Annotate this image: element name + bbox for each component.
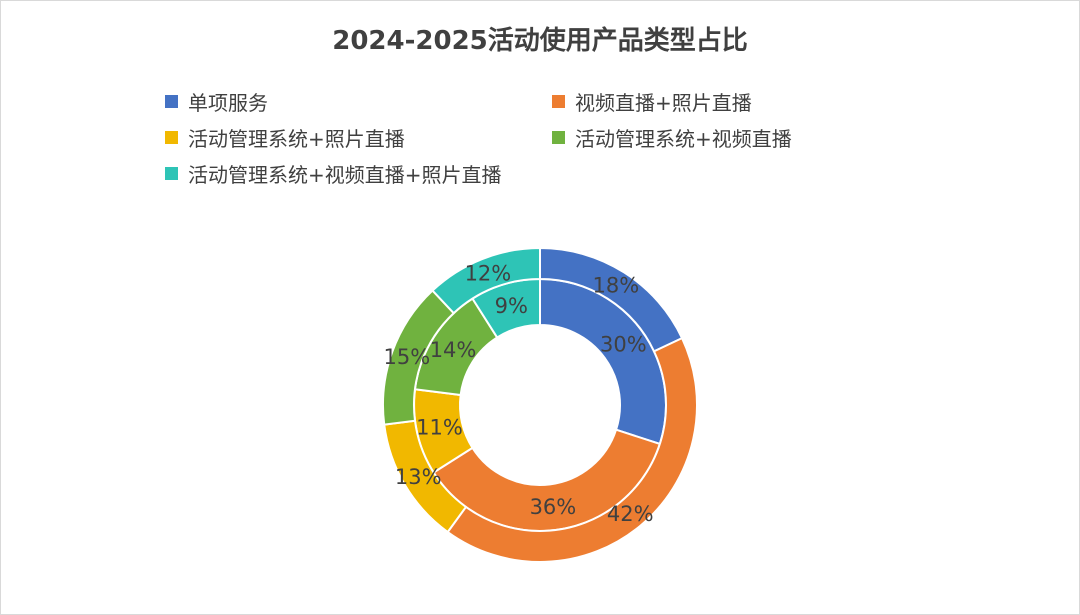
legend-label: 视频直播+照片直播	[575, 91, 752, 115]
legend-label: 活动管理系统+视频直播	[575, 127, 792, 151]
legend-item-system-photo-live: 活动管理系统+照片直播	[165, 123, 405, 152]
data-label: 36%	[530, 495, 577, 519]
legend-swatch	[552, 131, 565, 144]
data-label: 11%	[416, 415, 463, 439]
legend-label: 活动管理系统+照片直播	[188, 127, 405, 151]
chart-title: 2024-2025活动使用产品类型占比	[332, 26, 748, 56]
legend-swatch	[165, 95, 178, 108]
legend-swatch	[165, 167, 178, 180]
legend-swatch	[165, 131, 178, 144]
legend-item-single-service: 单项服务	[165, 87, 268, 116]
legend-label: 活动管理系统+视频直播+照片直播	[188, 163, 502, 187]
data-label: 14%	[430, 338, 477, 362]
data-label: 30%	[600, 332, 647, 356]
data-label: 9%	[495, 294, 528, 318]
legend-item-system-video-photo-live: 活动管理系统+视频直播+照片直播	[165, 159, 502, 188]
legend-item-video-photo-live: 视频直播+照片直播	[552, 87, 752, 116]
data-label: 12%	[465, 261, 512, 285]
data-label: 18%	[592, 274, 639, 298]
legend-label: 单项服务	[188, 91, 268, 115]
data-label: 42%	[607, 502, 654, 526]
donut-slice	[431, 246, 541, 315]
data-label: 15%	[384, 345, 431, 369]
data-label: 13%	[395, 465, 442, 489]
legend-item-system-video-live: 活动管理系统+视频直播	[552, 123, 792, 152]
legend-swatch	[552, 95, 565, 108]
